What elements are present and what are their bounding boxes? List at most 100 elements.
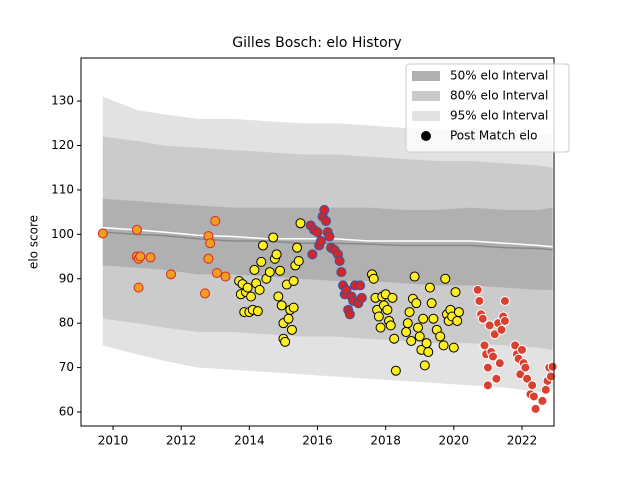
match-point (494, 358, 505, 369)
match-point (489, 329, 500, 340)
legend-marker (421, 131, 431, 141)
y-tick-label: 130 (51, 94, 74, 108)
match-point (271, 249, 282, 260)
match-point (390, 365, 401, 376)
match-point (385, 320, 396, 331)
match-point (424, 282, 435, 293)
y-tick-label: 70 (59, 360, 74, 374)
match-point (288, 302, 299, 313)
x-tick-label: 2014 (234, 434, 265, 448)
match-point (133, 282, 144, 293)
match-point (319, 204, 330, 215)
legend-swatch (412, 71, 440, 81)
match-point (482, 362, 493, 373)
match-point (499, 295, 510, 306)
match-point (210, 216, 221, 227)
match-point (275, 265, 286, 276)
legend-label: 50% elo Interval (450, 69, 548, 83)
match-point (545, 371, 556, 382)
match-point (203, 253, 214, 264)
match-point (292, 242, 303, 253)
x-tick-label: 2016 (302, 434, 333, 448)
x-tick-label: 2018 (370, 434, 401, 448)
match-point (423, 347, 434, 358)
match-point (401, 327, 412, 338)
x-tick-label: 2022 (507, 434, 538, 448)
match-point (406, 335, 417, 346)
y-tick-label: 110 (51, 182, 74, 196)
match-point (97, 228, 108, 239)
legend-swatch (412, 111, 440, 121)
match-point (418, 313, 429, 324)
match-point (428, 313, 439, 324)
y-axis-label: elo score (27, 215, 41, 269)
match-point (276, 300, 287, 311)
match-point (516, 344, 527, 355)
match-point (448, 342, 459, 353)
match-point (165, 269, 176, 280)
match-point (499, 315, 510, 326)
match-point (283, 313, 294, 324)
match-point (515, 369, 526, 380)
match-point (368, 273, 379, 284)
match-point (540, 384, 551, 395)
match-point (268, 232, 279, 243)
match-point (341, 284, 352, 295)
match-point (537, 395, 548, 406)
match-point (286, 324, 297, 335)
match-point (484, 320, 495, 331)
match-point (452, 315, 463, 326)
match-point (135, 251, 146, 262)
match-point (474, 295, 485, 306)
match-point (280, 336, 291, 347)
x-tick-label: 2012 (166, 434, 197, 448)
match-point (220, 271, 231, 282)
legend-label: 80% elo Interval (450, 89, 548, 103)
y-tick-label: 90 (59, 271, 74, 285)
y-tick-label: 100 (51, 227, 74, 241)
chart-title: Gilles Bosch: elo History (232, 35, 401, 51)
y-tick-label: 120 (51, 138, 74, 152)
match-point (491, 373, 502, 384)
match-point (450, 287, 461, 298)
match-point (402, 318, 413, 329)
match-point (264, 267, 275, 278)
match-point (530, 403, 541, 414)
match-point (273, 291, 284, 302)
match-point (312, 227, 323, 238)
match-point (528, 391, 539, 402)
match-point (389, 333, 400, 344)
y-tick-label: 60 (59, 405, 74, 419)
match-point (131, 224, 142, 235)
match-point (477, 313, 488, 324)
match-point (246, 291, 257, 302)
match-point (482, 380, 493, 391)
elo-line (102, 226, 553, 248)
x-tick-label: 2010 (98, 434, 129, 448)
match-point (256, 256, 267, 267)
match-point (382, 304, 393, 315)
match-point (547, 361, 558, 372)
match-point (419, 360, 430, 371)
match-point (252, 306, 263, 317)
match-point (211, 267, 222, 278)
match-point (404, 307, 415, 318)
match-point (315, 236, 326, 247)
match-point (426, 298, 437, 309)
match-point (387, 292, 398, 303)
match-point (324, 231, 335, 242)
match-point (373, 311, 384, 322)
match-point (520, 362, 531, 373)
match-point (409, 271, 420, 282)
match-point (479, 340, 490, 351)
match-point (453, 307, 464, 318)
match-point (414, 331, 425, 342)
legend-box (405, 63, 570, 153)
match-point (293, 255, 304, 266)
match-point (321, 216, 332, 227)
match-point (200, 288, 211, 299)
match-point (413, 322, 424, 333)
match-point (336, 267, 347, 278)
legend-label: Post Match elo (450, 129, 537, 143)
